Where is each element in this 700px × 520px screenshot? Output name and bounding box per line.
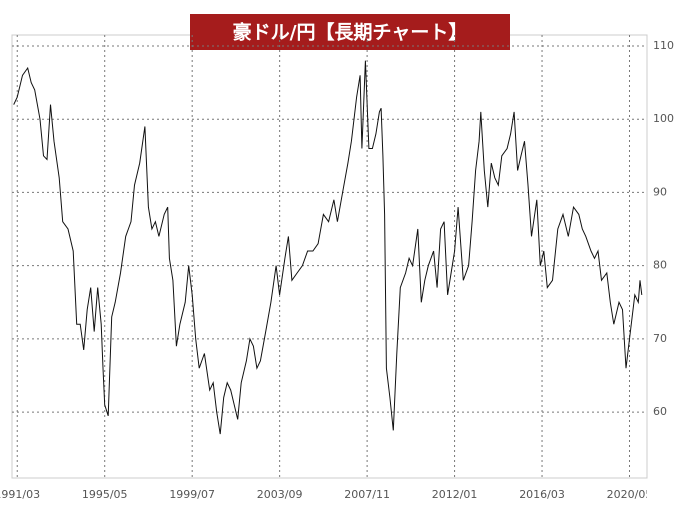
y-tick-label: 80 <box>653 259 667 272</box>
x-tick-label: 2020/05 <box>607 488 653 501</box>
y-tick-label: 60 <box>653 405 667 418</box>
y-tick-label: 110 <box>653 39 674 52</box>
y-tick-label: 70 <box>653 332 667 345</box>
x-labels: 1991/03 1995/05 1999/07 2003/09 2007/11 2012/… <box>0 488 653 501</box>
x-tick-label: 2012/01 <box>432 488 478 501</box>
x-tick-label: 1991/03 <box>0 488 40 501</box>
x-tick-label: 2003/09 <box>257 488 303 501</box>
y-tick-label: 90 <box>653 185 667 198</box>
plot: 60 70 80 90 100 110 <box>12 35 674 478</box>
line <box>13 60 643 435</box>
x-tick-label: 1999/07 <box>169 488 215 501</box>
x-tick-label: 2016/03 <box>519 488 565 501</box>
x-tick-label: 1995/05 <box>82 488 128 501</box>
chart-title: 豪ドル/円【長期チャート】 <box>233 21 468 44</box>
title-box <box>190 14 510 50</box>
x-tick-label: 2007/11 <box>344 488 390 501</box>
y-tick-label: 100 <box>653 112 674 125</box>
